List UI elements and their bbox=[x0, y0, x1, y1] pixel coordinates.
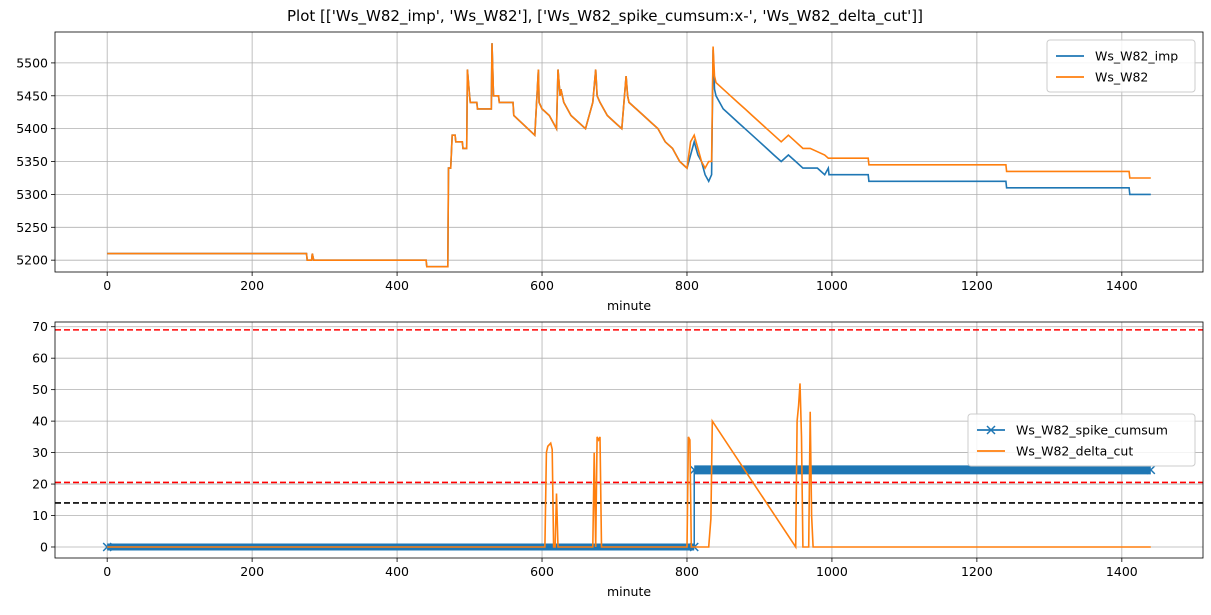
legend-box bbox=[1046, 39, 1196, 93]
legend-label: Ws_W82_spike_cumsum bbox=[1016, 423, 1168, 438]
x-axis-label: minute bbox=[607, 584, 651, 599]
y-tick-label: 10 bbox=[32, 508, 48, 523]
y-tick-label: 60 bbox=[32, 351, 48, 366]
legend-marker bbox=[986, 425, 996, 435]
y-tick-label: 5200 bbox=[16, 253, 48, 268]
y-tick-label: 0 bbox=[40, 539, 48, 554]
x-tick-label: 0 bbox=[103, 278, 111, 293]
y-tick-label: 50 bbox=[32, 382, 48, 397]
y-tick-label: 20 bbox=[32, 477, 48, 492]
x-tick-label: 200 bbox=[240, 564, 264, 579]
axes-frame bbox=[54, 321, 1204, 559]
x-tick-label: 400 bbox=[385, 278, 409, 293]
x-tick-label: 1200 bbox=[961, 278, 993, 293]
legend-label: Ws_W82_imp bbox=[1095, 49, 1178, 64]
x-tick-label: 200 bbox=[240, 278, 264, 293]
series-marker bbox=[102, 542, 112, 552]
x-tick-label: 1200 bbox=[961, 564, 993, 579]
x-tick-label: 1400 bbox=[1106, 564, 1138, 579]
bottom-axes: 0 200 400 600 800 1000 1200 1400 0 10 20 30 40 50 60 70… bbox=[32, 319, 1204, 599]
axes-frame bbox=[54, 31, 1204, 273]
y-tick-label: 5500 bbox=[16, 55, 48, 70]
y-tick-label: 70 bbox=[32, 319, 48, 334]
y-tick-label: 5250 bbox=[16, 220, 48, 235]
y-tick-label: 5350 bbox=[16, 154, 48, 169]
x-tick-label: 400 bbox=[385, 564, 409, 579]
y-tick-label: 30 bbox=[32, 445, 48, 460]
x-tick-label: 1000 bbox=[816, 278, 848, 293]
x-axis-label: minute bbox=[607, 298, 651, 313]
y-tick-label: 5400 bbox=[16, 121, 48, 136]
legend-label: Ws_W82_delta_cut bbox=[1016, 444, 1133, 459]
y-tick-label: 5300 bbox=[16, 187, 48, 202]
legend-label: Ws_W82 bbox=[1095, 70, 1148, 85]
x-tick-label: 0 bbox=[103, 564, 111, 579]
y-tick-label: 5450 bbox=[16, 88, 48, 103]
series-line-ws-w82-imp bbox=[107, 43, 1151, 268]
x-tick-label: 600 bbox=[530, 564, 554, 579]
x-tick-label: 800 bbox=[675, 278, 699, 293]
series-marker bbox=[1146, 465, 1156, 475]
y-tick-label: 40 bbox=[32, 414, 48, 429]
x-tick-label: 1000 bbox=[816, 564, 848, 579]
figure-title: Plot [['Ws_W82_imp', 'Ws_W82'], ['Ws_W82… bbox=[287, 7, 923, 26]
series-line-ws-w82-delta-cut bbox=[107, 383, 1151, 550]
x-tick-label: 600 bbox=[530, 278, 554, 293]
legend-box bbox=[967, 413, 1196, 467]
x-tick-label: 1400 bbox=[1106, 278, 1138, 293]
x-tick-label: 800 bbox=[675, 564, 699, 579]
series-line-ws-w82 bbox=[107, 43, 1151, 268]
top-axes: 0 200 400 600 800 1000 1200 1400 5200 5250 5300 535… bbox=[16, 31, 1204, 313]
series-marker bbox=[689, 465, 699, 475]
